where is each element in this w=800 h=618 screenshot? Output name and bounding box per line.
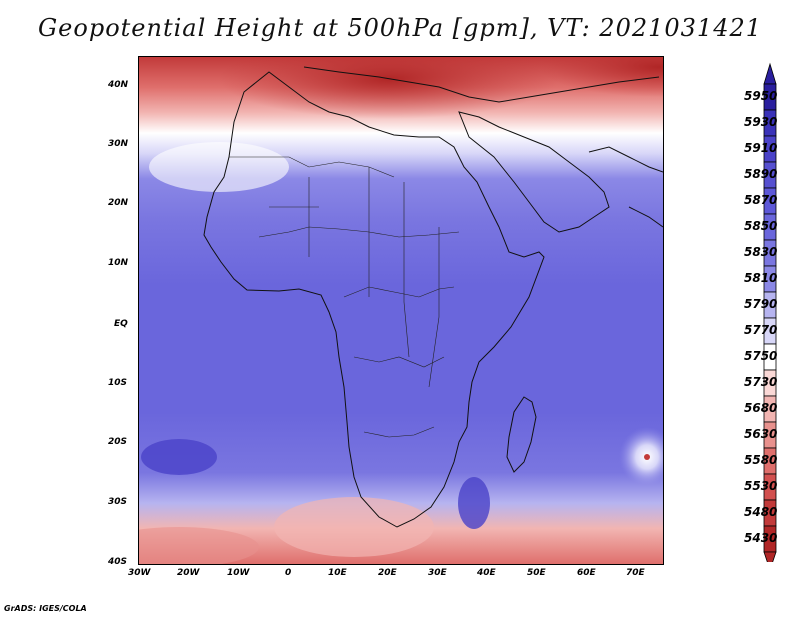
lon-label: 20W <box>177 568 200 578</box>
colorbar-level-label: 5580 <box>744 453 778 467</box>
lat-label: 30S <box>108 497 128 507</box>
lon-label: 50E <box>527 568 546 578</box>
colorbar-level-label: 5910 <box>744 141 778 155</box>
colorbar-level-label: 5530 <box>744 479 778 493</box>
arabia-outline <box>458 111 610 233</box>
lat-label: 30N <box>108 139 129 149</box>
colorbar-level-label: 5790 <box>744 297 778 311</box>
field-background <box>139 57 663 564</box>
colorbar-level-label: 5890 <box>744 167 778 181</box>
colorbar-level-label: 5770 <box>744 323 778 337</box>
colorbar-bottom-arrow <box>763 551 777 562</box>
lat-label: EQ <box>114 319 128 329</box>
africa-outline <box>203 71 545 528</box>
map-plot-area <box>138 56 664 565</box>
border-5 <box>363 426 435 438</box>
lon-label: 10W <box>227 568 250 578</box>
lat-label: 40S <box>108 557 128 567</box>
lon-label: 10E <box>328 568 347 578</box>
colorbar-level-label: 5850 <box>744 219 778 233</box>
border-3 <box>343 286 455 298</box>
atlantic-ridge-white <box>149 142 289 192</box>
madagascar-outline <box>506 396 537 473</box>
colorbar-level-label: 5870 <box>744 193 778 207</box>
lon-label: 30W <box>128 568 151 578</box>
asia-low-height <box>539 57 663 97</box>
mozambique-high-cell <box>458 477 490 529</box>
colorbar-level-label: 5810 <box>744 271 778 285</box>
border-8 <box>403 182 410 358</box>
colorbar-level-label: 5830 <box>744 245 778 259</box>
lon-label: 20E <box>378 568 397 578</box>
border-4 <box>353 356 445 368</box>
border-9 <box>428 227 440 388</box>
atlantic-high-cell <box>141 439 217 475</box>
colorbar <box>763 62 777 562</box>
map-title: Geopotential Height at 500hPa [gpm], VT:… <box>38 14 762 42</box>
cyclone-center <box>644 454 650 460</box>
colorbar-level-label: 5430 <box>744 531 778 545</box>
colorbar-level-label: 5950 <box>744 89 778 103</box>
border-1 <box>229 156 395 178</box>
lon-label: 40E <box>477 568 496 578</box>
colorbar-top-arrow <box>763 62 777 85</box>
south-trough <box>274 497 434 557</box>
lon-label: 60E <box>577 568 596 578</box>
colorbar-level-label: 5750 <box>744 349 778 363</box>
lat-label: 10S <box>108 378 128 388</box>
height-field <box>139 57 663 564</box>
credit-text: GrADS: IGES/COLA <box>4 604 87 613</box>
mediterranean-north-coast <box>303 66 660 103</box>
mediterranean-low-height <box>219 57 559 119</box>
lat-label: 20S <box>108 437 128 447</box>
indian-ocean-low <box>619 427 663 487</box>
lon-label: 70E <box>626 568 645 578</box>
colorbar-level-label: 5630 <box>744 427 778 441</box>
coastlines <box>203 66 663 528</box>
border-2 <box>258 226 460 238</box>
country-borders <box>229 156 460 438</box>
colorbar-level-label: 5680 <box>744 401 778 415</box>
lat-label: 10N <box>108 258 129 268</box>
lon-label: 30E <box>428 568 447 578</box>
india-coast <box>628 206 663 228</box>
colorbar-level-label: 5730 <box>744 375 778 389</box>
southwest-trough <box>139 527 259 564</box>
colorbar-level-label: 5930 <box>744 115 778 129</box>
lon-label: 0 <box>285 568 292 578</box>
colorbar-level-label: 5480 <box>744 505 778 519</box>
persian-coast <box>588 146 663 173</box>
lat-label: 40N <box>108 80 129 90</box>
lat-label: 20N <box>108 198 129 208</box>
